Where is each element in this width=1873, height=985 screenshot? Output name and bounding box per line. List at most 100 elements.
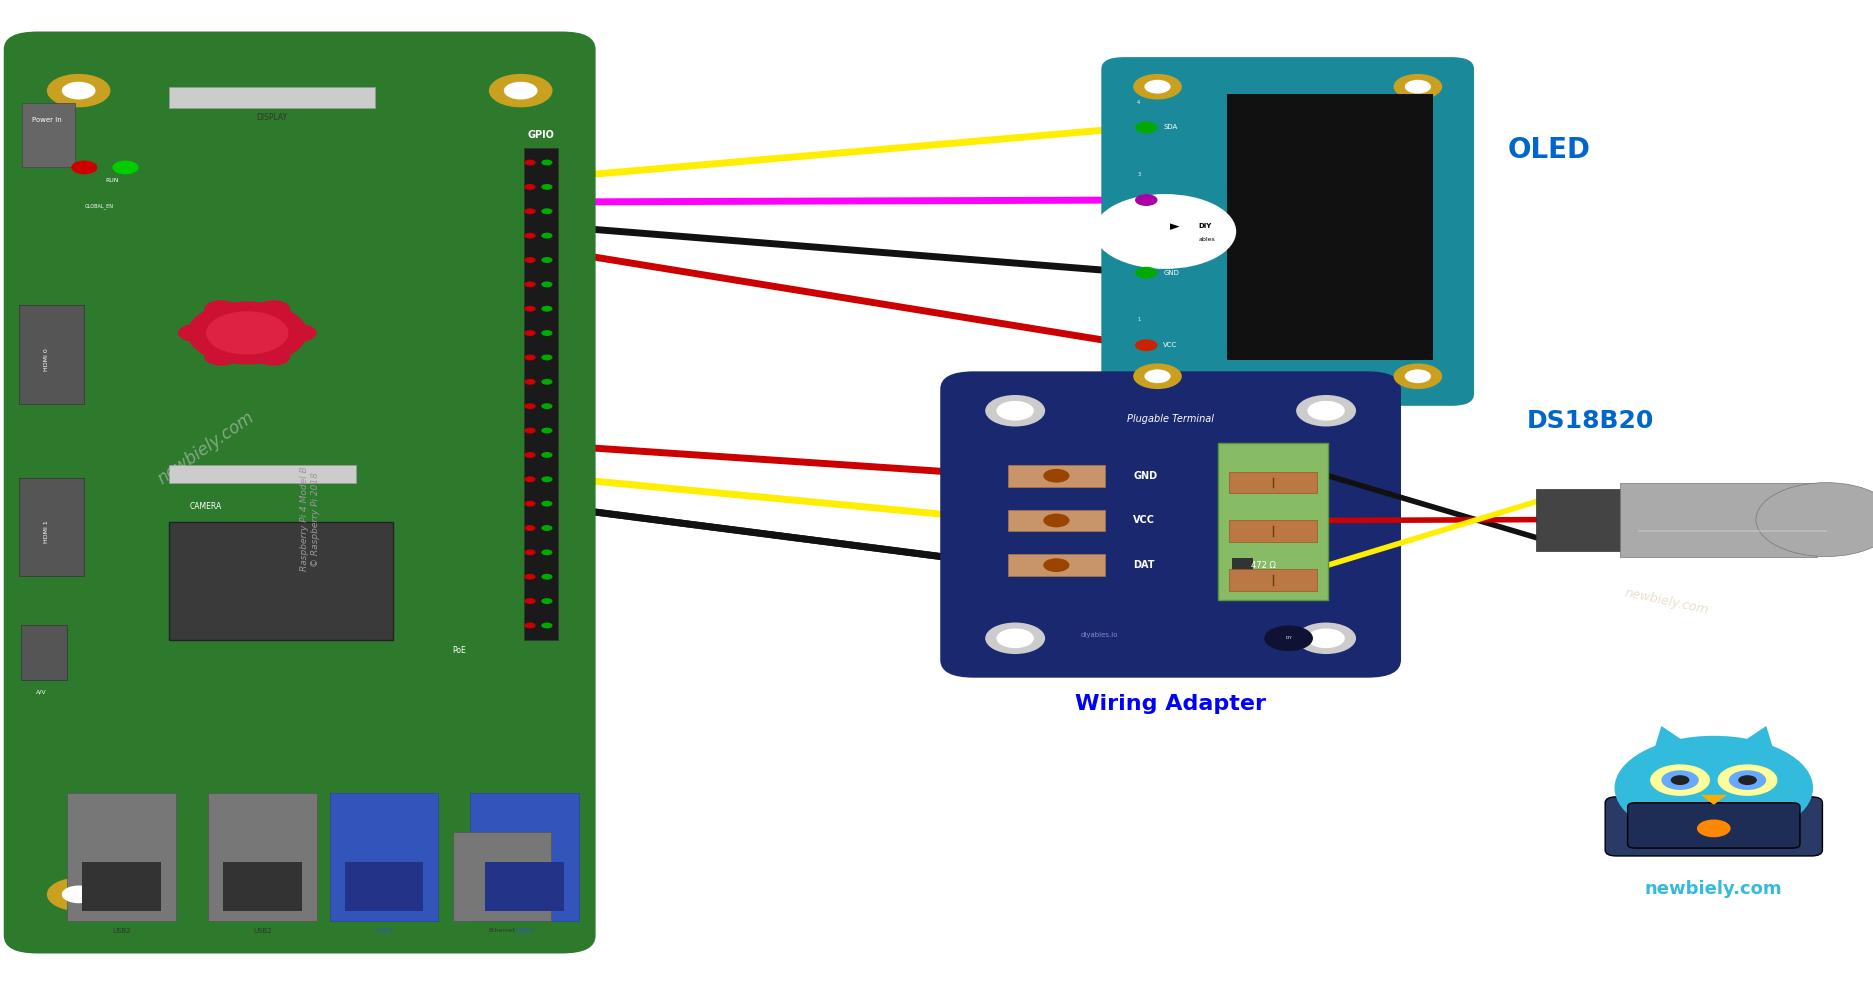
Circle shape xyxy=(541,184,553,190)
Text: A/V: A/V xyxy=(36,690,47,694)
Circle shape xyxy=(541,477,553,483)
Circle shape xyxy=(524,305,536,311)
Circle shape xyxy=(1043,558,1069,572)
Circle shape xyxy=(541,452,553,458)
Circle shape xyxy=(489,878,553,911)
Circle shape xyxy=(1729,770,1766,790)
Circle shape xyxy=(257,348,290,365)
Circle shape xyxy=(62,82,96,99)
Circle shape xyxy=(204,300,238,318)
Circle shape xyxy=(1394,363,1442,389)
Bar xyxy=(19,478,84,576)
FancyBboxPatch shape xyxy=(1101,57,1474,406)
Bar xyxy=(524,148,558,640)
Bar xyxy=(330,793,438,921)
Circle shape xyxy=(524,623,536,628)
Bar xyxy=(1227,94,1433,360)
Polygon shape xyxy=(1733,726,1774,751)
Text: 1: 1 xyxy=(1137,317,1141,322)
Bar xyxy=(223,862,302,911)
Text: HDMI 1: HDMI 1 xyxy=(45,520,49,544)
Text: USB3: USB3 xyxy=(375,928,393,934)
Circle shape xyxy=(524,500,536,506)
Circle shape xyxy=(1296,395,1356,427)
Text: USB2: USB2 xyxy=(112,928,131,934)
Bar xyxy=(1536,489,1630,551)
Circle shape xyxy=(541,330,553,336)
Text: SCL: SCL xyxy=(1163,197,1176,203)
Circle shape xyxy=(206,311,288,355)
Bar xyxy=(169,522,393,640)
Circle shape xyxy=(187,301,307,364)
Text: 4: 4 xyxy=(1137,99,1141,104)
Circle shape xyxy=(1405,80,1431,94)
Circle shape xyxy=(524,282,536,288)
Bar xyxy=(82,862,161,911)
Circle shape xyxy=(1135,194,1158,206)
Text: DAT: DAT xyxy=(1133,560,1154,570)
Circle shape xyxy=(524,355,536,361)
Text: DS18B20: DS18B20 xyxy=(1526,410,1654,433)
Polygon shape xyxy=(1701,795,1727,805)
Circle shape xyxy=(524,452,536,458)
Text: Plugable Terminal: Plugable Terminal xyxy=(1128,414,1214,424)
Circle shape xyxy=(541,598,553,604)
Circle shape xyxy=(1307,401,1345,421)
Circle shape xyxy=(524,598,536,604)
Circle shape xyxy=(1043,513,1069,527)
Text: GLOBAL_EN: GLOBAL_EN xyxy=(84,203,112,209)
Text: newbiely.com: newbiely.com xyxy=(1644,880,1783,897)
Circle shape xyxy=(524,330,536,336)
Circle shape xyxy=(1133,74,1182,99)
Circle shape xyxy=(524,477,536,483)
Circle shape xyxy=(1144,80,1171,94)
Circle shape xyxy=(985,395,1045,427)
Circle shape xyxy=(1738,775,1757,785)
Circle shape xyxy=(47,878,111,911)
Circle shape xyxy=(524,550,536,556)
Circle shape xyxy=(541,427,553,433)
Text: HDMI 0: HDMI 0 xyxy=(45,348,49,371)
Circle shape xyxy=(1135,339,1158,352)
FancyBboxPatch shape xyxy=(1605,797,1822,856)
Bar xyxy=(1217,443,1328,600)
Bar xyxy=(1229,520,1317,542)
Circle shape xyxy=(524,574,536,580)
Text: DIY: DIY xyxy=(1199,223,1212,229)
Bar xyxy=(169,87,375,108)
Circle shape xyxy=(541,282,553,288)
Circle shape xyxy=(1144,369,1171,383)
Text: diyables.io: diyables.io xyxy=(1081,632,1118,638)
Circle shape xyxy=(541,500,553,506)
Circle shape xyxy=(541,525,553,531)
Bar xyxy=(1232,558,1253,572)
Bar xyxy=(1229,569,1317,591)
Circle shape xyxy=(1405,369,1431,383)
Text: GPIO: GPIO xyxy=(528,130,554,140)
Bar xyxy=(485,862,564,911)
Circle shape xyxy=(985,623,1045,654)
Circle shape xyxy=(524,232,536,238)
Circle shape xyxy=(524,257,536,263)
Polygon shape xyxy=(1654,726,1695,751)
Circle shape xyxy=(1264,625,1313,651)
Circle shape xyxy=(283,324,317,342)
Text: Wiring Adapter: Wiring Adapter xyxy=(1075,694,1266,714)
Text: 472 Ω: 472 Ω xyxy=(1251,560,1276,569)
Circle shape xyxy=(524,208,536,214)
Circle shape xyxy=(541,305,553,311)
Circle shape xyxy=(504,82,538,99)
Text: VCC: VCC xyxy=(1163,342,1178,349)
Circle shape xyxy=(1043,469,1069,483)
Bar xyxy=(470,793,579,921)
Text: ►: ► xyxy=(1169,220,1180,233)
FancyBboxPatch shape xyxy=(1628,803,1800,848)
Circle shape xyxy=(47,74,111,107)
Circle shape xyxy=(524,160,536,165)
Circle shape xyxy=(71,161,97,174)
Circle shape xyxy=(541,160,553,165)
Text: newbiely.com: newbiely.com xyxy=(154,408,258,489)
Circle shape xyxy=(1133,363,1182,389)
Circle shape xyxy=(996,401,1034,421)
Circle shape xyxy=(541,232,553,238)
